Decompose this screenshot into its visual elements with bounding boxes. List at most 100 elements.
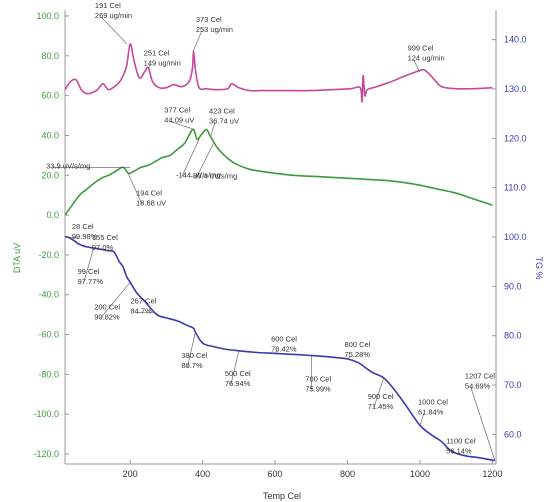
annotation-label: 380 Cel — [181, 351, 207, 360]
annotation-label: 155 Cel — [92, 233, 118, 242]
annotation-label: 99 Cel — [78, 267, 100, 276]
annotation-label: 18.68 uV — [136, 198, 166, 207]
left-tick-label: -20.0 — [38, 250, 59, 260]
right-tick-label: 60.0 — [504, 429, 522, 439]
annotation-leader — [97, 248, 114, 253]
bottom-tick-label: 800 — [340, 469, 355, 479]
left-tick-label: 0.0 — [46, 210, 59, 220]
annotation-leader — [347, 355, 351, 360]
annotation-label: 90.82% — [94, 312, 120, 321]
bottom-tick-label: 600 — [268, 469, 283, 479]
annotation-label: 80.7% — [181, 361, 203, 370]
annotation-label: 800 Cel — [345, 340, 371, 349]
annotation-leader — [170, 121, 195, 130]
bottom-tick-label: 1200 — [482, 469, 502, 479]
left-axis-ticks: 100.0 80.0 60.0 40.0 20.0 0.0 -20.0 -40.0 -60.0 -… — [33, 11, 69, 459]
annotation-label: 56.14% — [446, 446, 472, 455]
annotation-leader — [67, 236, 78, 239]
annotation-leader — [210, 122, 216, 136]
annotation-label: 1207 Cel — [465, 372, 495, 381]
left-tick-label: -100.0 — [33, 409, 59, 419]
bottom-tick-label: 400 — [195, 469, 210, 479]
annotation-label: 54.69% — [465, 382, 491, 391]
annotation-label: 61.84% — [418, 407, 444, 416]
annotation-leader — [192, 30, 203, 52]
left-tick-label: -40.0 — [38, 290, 59, 300]
annotation-label: -30.4 uV/s/mg — [190, 171, 237, 180]
annotation-label: 423 Cel — [209, 106, 235, 115]
left-tick-label: -60.0 — [38, 330, 59, 340]
y-axis-left-label: DTA uV — [12, 243, 22, 273]
left-tick-label: 80.0 — [41, 51, 59, 61]
annotation-label: 124 ug/min — [408, 54, 445, 63]
annotation-leader — [100, 16, 128, 45]
annotation-leader — [181, 139, 200, 177]
plot-frame — [64, 10, 497, 465]
annotation-leader — [127, 173, 143, 205]
annotation-label: 377 Cel — [164, 105, 190, 114]
annotation-leader — [187, 332, 196, 368]
annotation-leader — [373, 377, 385, 408]
annotation-leader — [419, 413, 425, 426]
y-axis-right-label: TG % — [534, 256, 544, 279]
annotation-label: 269 ug/min — [95, 11, 132, 20]
annotation-label: 99.98% — [72, 232, 98, 241]
annotation-label: 267 Cel — [130, 297, 156, 306]
annotation-label: 97.77% — [78, 277, 104, 286]
dta-curve — [64, 128, 493, 216]
annotation-leader — [196, 143, 214, 178]
annotation-label: 999 Cel — [408, 44, 434, 53]
annotation-label: 251 Cel — [144, 49, 170, 58]
right-tick-label: 140.0 — [504, 35, 527, 45]
annotation-leader — [470, 387, 496, 461]
annotation-label: 36.74 uV — [209, 116, 239, 125]
right-tick-label: 80.0 — [504, 331, 522, 341]
annotation-label: 700 Cel — [305, 374, 331, 383]
annotation-label: 900 Cel — [368, 392, 394, 401]
right-tick-label: 100.0 — [504, 232, 527, 242]
annotation-label: 194 Cel — [136, 188, 162, 197]
annotation-leader — [99, 282, 131, 319]
bottom-axis-ticks: 200 400 600 800 1000 1200 — [123, 460, 502, 479]
annotation-label: 28 Cel — [72, 222, 94, 231]
annotation-leader — [230, 350, 240, 385]
right-tick-label: 70.0 — [504, 380, 522, 390]
annotation-label: 97.0% — [92, 243, 114, 252]
annotation-label: 33.9 uV/s/mg — [46, 161, 90, 170]
left-tick-label: -120.0 — [33, 449, 59, 459]
annotation-label: 75.28% — [345, 350, 371, 359]
annotation-leader — [274, 350, 278, 354]
right-axis-ticks: 140.0 130.0 120.0 110.0 100.0 90.0 80.0 70.0 60.… — [492, 35, 527, 439]
annotation-label: 373 Cel — [196, 15, 222, 24]
right-tick-label: 130.0 — [504, 84, 527, 94]
annotation-label: 84.7% — [130, 307, 152, 316]
left-tick-label: -80.0 — [38, 369, 59, 379]
left-tick-label: 40.0 — [41, 130, 59, 140]
annotation-label: 75.99% — [305, 384, 331, 393]
annotation-label: 71.45% — [368, 402, 394, 411]
bottom-tick-label: 1000 — [410, 469, 430, 479]
x-axis-label: Temp Cel — [263, 491, 301, 501]
series-lines — [64, 43, 496, 462]
right-tick-label: 110.0 — [504, 183, 526, 193]
annotation-leader — [148, 64, 150, 68]
left-tick-label: 20.0 — [41, 170, 59, 180]
annotation-label: 44.09 uV — [164, 115, 194, 124]
annotation-leader — [452, 452, 457, 454]
annotation-label: 1100 Cel — [446, 436, 476, 445]
annotation-leader — [83, 247, 94, 284]
annotation-label: 76.42% — [271, 344, 297, 353]
annotation-label: 500 Cel — [225, 369, 251, 378]
left-tick-label: 60.0 — [41, 91, 59, 101]
annotation-label: 600 Cel — [271, 334, 297, 343]
annotation-label: 149 ug/min — [144, 59, 181, 68]
annotation-label: 200 Cel — [94, 302, 120, 311]
annotation-label: -144 uV/s/mg — [176, 170, 221, 179]
annotation-label: 1000 Cel — [418, 397, 448, 406]
dtg-curve — [64, 43, 493, 103]
right-tick-label: 120.0 — [504, 133, 527, 143]
bottom-tick-label: 200 — [123, 469, 138, 479]
annotation-label: 253 ug/min — [196, 25, 233, 34]
